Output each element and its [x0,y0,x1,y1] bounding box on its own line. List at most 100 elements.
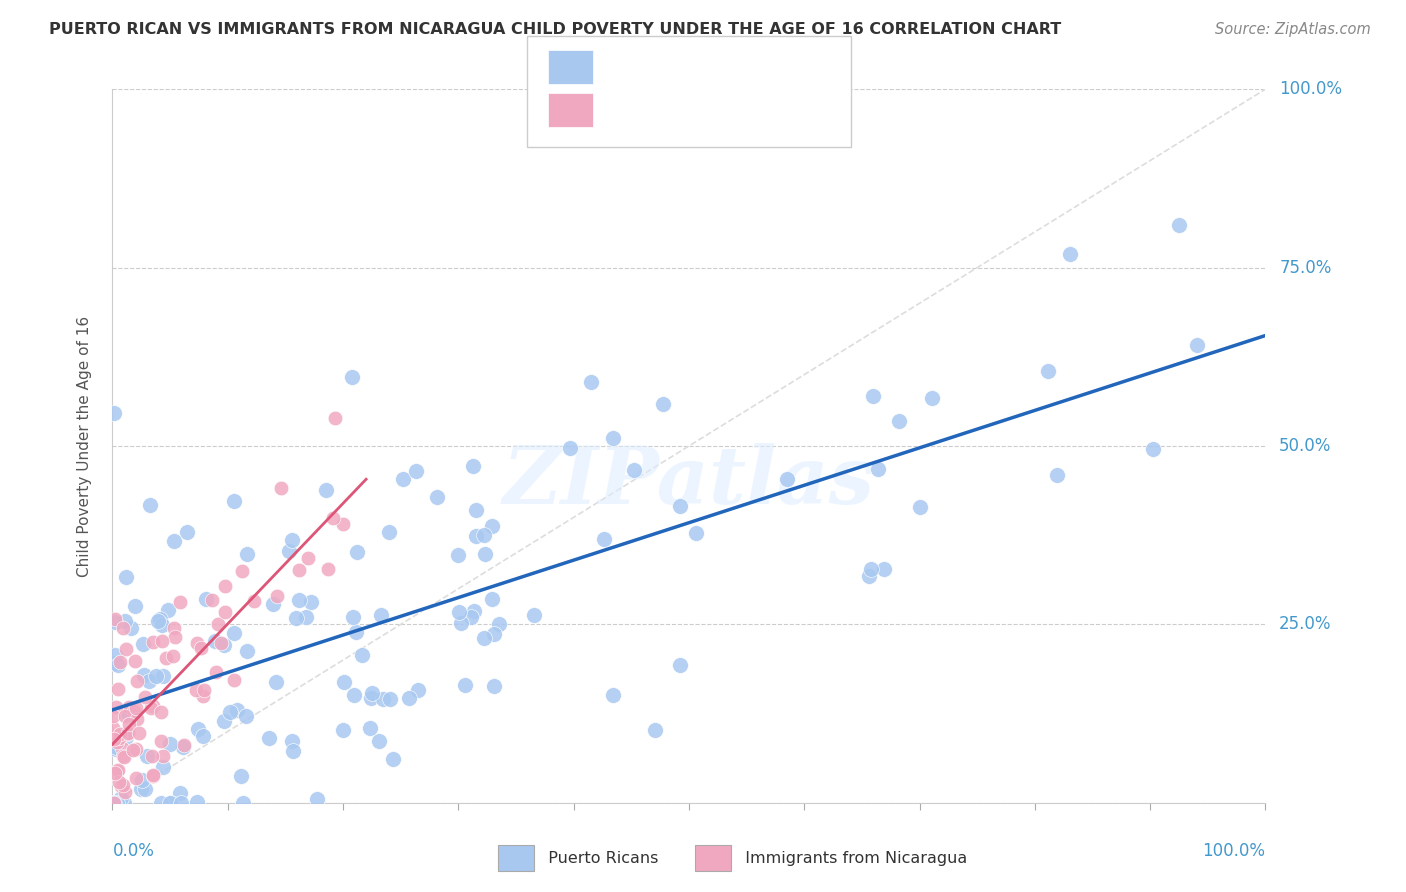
Point [103,796,125,810]
Text: R = 0.428  N = 76: R = 0.428 N = 76 [599,100,806,120]
Point [142,699,165,714]
Point [224,625,246,640]
Point [281,533,304,548]
Point [295,610,318,624]
Point [391,472,413,486]
Point [214,606,236,620]
Point [523,608,546,623]
Point [107,657,129,672]
Point [101,709,124,723]
Point [149,612,172,626]
Point [150,705,173,719]
Text: 100.0%: 100.0% [1202,842,1265,860]
Point [332,516,354,531]
Point [381,751,404,765]
Point [117,707,139,722]
Point [685,526,707,541]
Point [112,750,135,764]
Point [343,688,366,702]
Point [484,626,506,640]
Text: 100.0%: 100.0% [1279,80,1343,98]
Point [201,592,224,607]
Point [284,611,307,625]
Text: 0.0%: 0.0% [112,842,155,860]
Point [581,376,603,390]
Point [118,717,141,731]
Point [344,625,367,640]
Point [280,734,302,748]
Point [125,701,148,715]
Point [105,764,128,778]
Point [110,791,132,805]
Point [160,796,183,810]
Point [152,668,174,682]
Point [278,544,301,558]
Point [131,772,153,787]
Point [405,464,427,478]
Point [207,616,229,631]
Point [187,722,209,736]
Point [669,658,692,673]
Point [346,545,368,559]
Point [406,682,429,697]
Point [481,518,503,533]
Point [219,705,242,719]
Point [163,534,186,549]
Text: 75.0%: 75.0% [1279,259,1331,277]
Point [141,749,163,764]
Point [134,782,156,797]
Point [156,603,179,617]
Point [1187,337,1209,351]
Point [117,706,139,721]
Point [474,547,496,561]
Point [558,442,581,456]
Point [214,578,236,592]
Point [1142,442,1164,456]
Point [361,686,384,700]
Point [127,673,149,688]
Point [115,730,138,744]
Point [214,638,236,652]
Point [173,738,195,752]
Point [333,675,356,690]
Point [482,679,505,693]
Point [359,721,381,735]
Point [145,669,167,683]
Point [122,704,145,718]
Point [257,731,280,746]
Point [125,712,148,726]
Point [149,796,172,810]
Point [367,734,389,748]
Point [114,708,136,723]
Point [1167,218,1189,232]
Point [105,734,128,748]
Point [155,650,177,665]
Point [232,796,254,810]
Point [117,727,139,741]
Point [316,562,339,576]
Point [170,796,193,810]
Point [101,796,124,810]
Point [104,612,127,626]
Point [1045,467,1067,482]
Point [776,472,799,486]
Point [360,690,382,705]
Point [464,529,486,543]
Point [115,570,138,584]
Point [115,642,138,657]
Point [122,743,145,757]
Point [172,739,194,754]
Point [159,737,181,751]
Point [669,499,692,513]
Point [139,701,162,715]
Point [463,459,485,474]
Point [114,784,136,798]
Point [332,723,354,737]
Point [194,591,217,606]
Point [103,732,125,747]
Point [150,634,173,648]
Text: Puerto Ricans: Puerto Ricans [538,851,659,865]
Point [111,778,134,792]
Point [125,771,148,785]
Point [152,760,174,774]
